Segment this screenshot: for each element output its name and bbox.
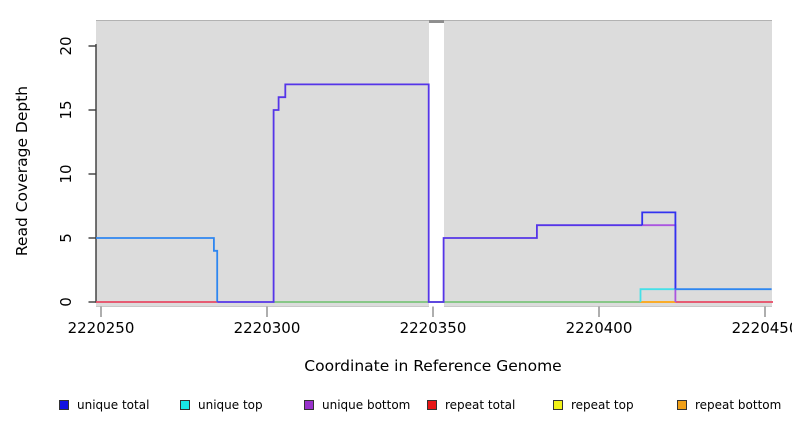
legend-label: repeat top bbox=[571, 398, 634, 412]
legend-swatch bbox=[304, 400, 314, 410]
coverage-gap-band bbox=[428, 20, 444, 307]
y-tick-label: 0 bbox=[57, 297, 75, 307]
legend-label: unique bottom bbox=[322, 398, 411, 412]
legend-swatch bbox=[427, 400, 437, 410]
y-tick-label: 10 bbox=[57, 164, 75, 184]
legend-label: repeat total bbox=[445, 398, 516, 412]
legend-swatch bbox=[553, 400, 563, 410]
x-tick-label: 2220300 bbox=[233, 319, 301, 337]
x-tick-label: 2220250 bbox=[67, 319, 135, 337]
x-tick-label: 2220400 bbox=[565, 319, 633, 337]
y-tick-label: 15 bbox=[57, 100, 75, 120]
legend-label: repeat bottom bbox=[695, 398, 782, 412]
y-tick-label: 20 bbox=[57, 36, 75, 56]
y-axis-title: Read Coverage Depth bbox=[13, 85, 31, 257]
legend-label: unique total bbox=[77, 398, 150, 412]
legend-swatch bbox=[677, 400, 687, 410]
x-tick-label: 2220450 bbox=[731, 319, 792, 337]
y-tick-label: 5 bbox=[57, 233, 75, 243]
x-tick-label: 2220350 bbox=[399, 319, 467, 337]
legend-label: unique top bbox=[198, 398, 263, 412]
x-axis-title: Coordinate in Reference Genome bbox=[304, 357, 562, 375]
legend-swatch bbox=[180, 400, 190, 410]
legend-swatch bbox=[59, 400, 69, 410]
